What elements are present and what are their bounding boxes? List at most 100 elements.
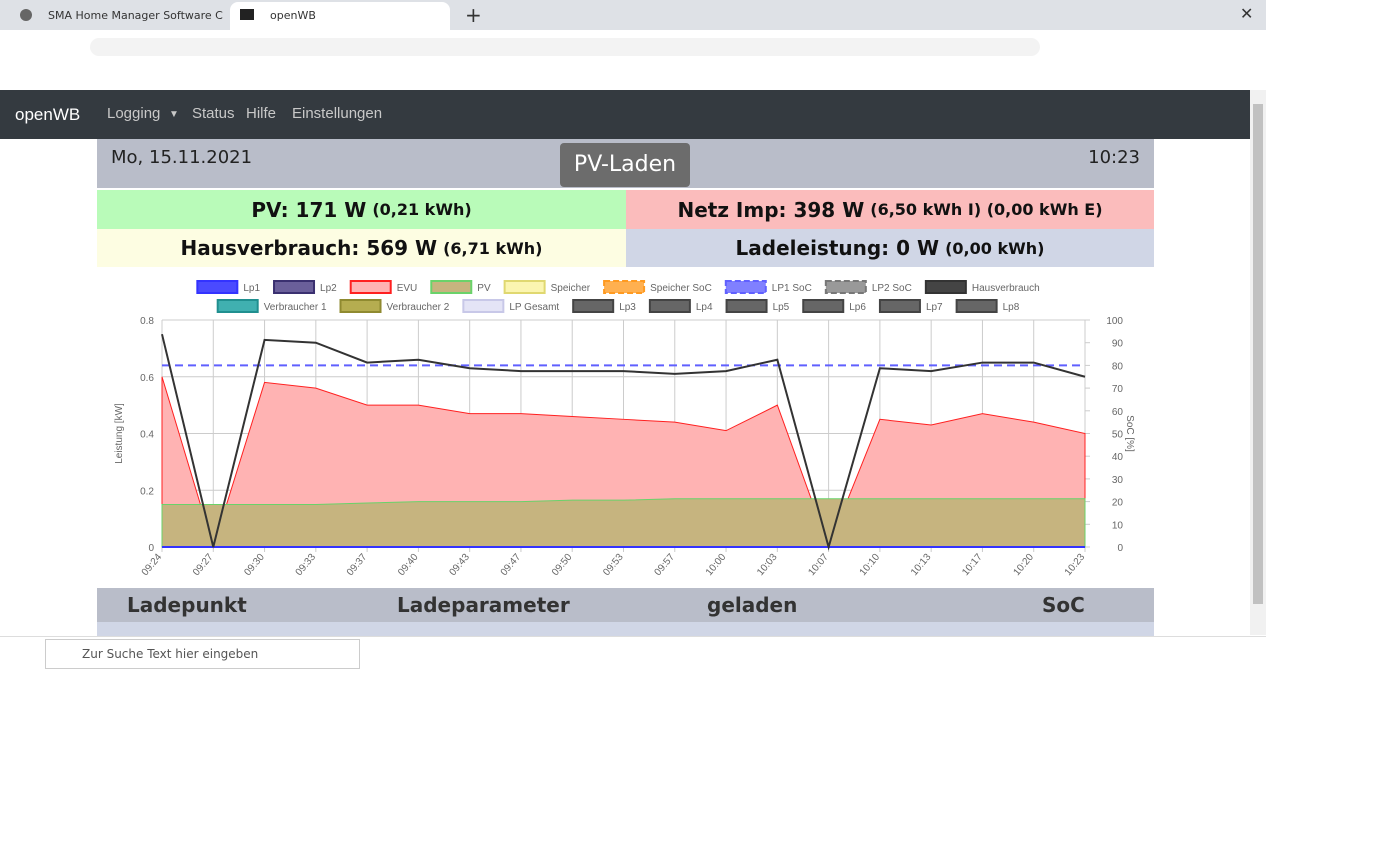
legend-swatch [462,299,505,313]
y2-tick-label: 0 [1117,543,1123,554]
x-tick-label: 10:07 [806,552,831,579]
legend-swatch [724,280,767,294]
grid-energy: (6,50 kWh I) (0,00 kWh E) [870,200,1103,219]
legend-item[interactable]: Verbraucher 2 [339,299,450,313]
y2-tick-label: 100 [1106,316,1123,327]
dropdown-caret: ▼ [169,109,179,120]
close-window[interactable]: ✕ [1240,4,1254,23]
pv-cell: PV: 171 W (0,21 kWh) [97,190,626,229]
legend-item[interactable]: Lp3 [572,299,636,313]
legend-item[interactable]: LP Gesamt [462,299,559,313]
legend-label: LP1 SoC [772,283,812,294]
grid-value: Netz Imp: 398 W [677,197,865,222]
legend-item[interactable]: Lp1 [196,280,260,294]
legend-item[interactable]: Lp2 [273,280,337,294]
y2-tick-label: 90 [1112,339,1124,350]
x-tick-label: 09:50 [550,552,575,579]
legend-label: Lp3 [619,302,636,313]
mode-button[interactable]: PV-Laden [560,143,690,187]
table-row [97,622,1154,636]
legend-item[interactable]: Lp7 [878,299,943,313]
legend-label: Lp1 [243,283,260,294]
tab-icon [240,9,254,20]
legend-item[interactable]: Speicher SoC [603,280,712,294]
legend-item[interactable]: Verbraucher 1 [216,299,327,313]
charge-value: Ladeleistung: 0 W [735,236,940,260]
legend-item[interactable]: LP1 SoC [724,280,812,294]
legend-item[interactable]: Hausverbrauch [924,280,1040,294]
x-tick-label: 09:57 [653,552,678,579]
y2-tick-label: 50 [1112,430,1124,441]
table-header: Ladepunkt Ladeparameter geladen SoC [97,588,1154,622]
x-tick-label: 10:20 [1012,552,1037,579]
address-bar [0,30,1266,90]
date: Mo, 15.11.2021 [111,147,253,168]
legend-label: Lp4 [696,302,713,313]
legend-label: Lp6 [849,302,866,313]
tab[interactable]: SMA Home Manager Software C [48,9,223,22]
summary-row: Hausverbrauch: 569 W (6,71 kWh) Ladeleist… [97,229,1154,267]
legend-swatch [196,280,239,294]
legend-swatch [572,299,615,313]
legend-swatch [725,299,768,313]
column-header: Ladeparameter [397,593,570,617]
legend-label: Verbraucher 1 [264,302,327,313]
y2-tick-label: 30 [1112,475,1124,486]
taskbar: Zur Suche Text hier eingeben [0,636,1266,671]
scroll-thumb[interactable] [1253,104,1263,604]
nav-item[interactable]: Einstellungen [292,105,383,122]
charge-cell: Ladeleistung: 0 W (0,00 kWh) [626,229,1154,267]
legend-swatch [824,280,867,294]
column-header: Ladepunkt [127,593,247,617]
legend-item[interactable]: Lp6 [802,299,866,313]
legend: Lp1 Lp2 EVU PV Speicher Speicher SoC LP1 SoC LP… [196,280,1040,313]
legend-item[interactable]: Speicher [503,280,591,294]
legend-item[interactable]: LP2 SoC [824,280,912,294]
legend-item[interactable]: Lp8 [955,299,1020,313]
legend-item[interactable]: Lp5 [725,299,790,313]
brand[interactable]: openWB [15,105,81,124]
search-box[interactable]: Zur Suche Text hier eingeben [45,639,360,669]
y2-tick-label: 40 [1112,452,1124,463]
legend-swatch [924,280,967,294]
legend-label: LP2 SoC [872,283,912,294]
y-tick-label: 0.6 [140,373,154,384]
x-tick-label: 09:53 [601,552,626,579]
new-tab[interactable]: + [465,3,482,27]
legend-swatch [648,299,691,313]
navbar: openWB Logging ▼ Status Hilfe Einstellun… [0,90,1250,139]
x-tick-label: 10:13 [909,552,934,579]
x-tick-label: 09:47 [499,552,524,579]
y2-axis-title: SoC [%] [1124,415,1135,452]
tab-bar: SMA Home Manager Software C openWB + ✕ [0,0,1266,30]
url-field[interactable] [90,38,1040,56]
status-row: Mo, 15.11.2021 PV-Laden 10:23 [97,139,1154,188]
legend-item[interactable]: Lp4 [648,299,713,313]
x-tick-label: 09:40 [396,552,421,579]
grid-cell: Netz Imp: 398 W (6,50 kWh I) (0,00 kWh E) [626,190,1154,229]
legend-item[interactable]: PV [430,280,491,294]
legend-swatch [878,299,921,313]
nav-item[interactable]: Hilfe [246,105,277,122]
y2-tick-label: 20 [1112,498,1124,509]
legend-label: PV [477,283,491,294]
y-tick-label: 0 [148,543,154,554]
legend-swatch [273,280,316,294]
nav-item[interactable]: Status [192,105,235,122]
x-tick-label: 10:00 [704,552,729,579]
column-header: geladen [707,593,798,617]
scrollbar[interactable] [1250,90,1266,635]
nav-item[interactable]: Logging [107,105,161,122]
legend-swatch [603,280,646,294]
legend-swatch [339,299,382,313]
y2-tick-label: 80 [1112,361,1124,372]
x-tick-label: 09:27 [191,552,216,579]
tab-active[interactable]: openWB [230,2,450,30]
legend-swatch [503,280,546,294]
x-tick-label: 10:17 [960,552,985,579]
legend-label: Lp8 [1003,302,1020,313]
legend-item[interactable]: EVU [349,280,418,294]
legend-swatch [349,280,392,294]
pv-energy: (0,21 kWh) [372,200,472,219]
house-energy: (6,71 kWh) [443,238,543,258]
